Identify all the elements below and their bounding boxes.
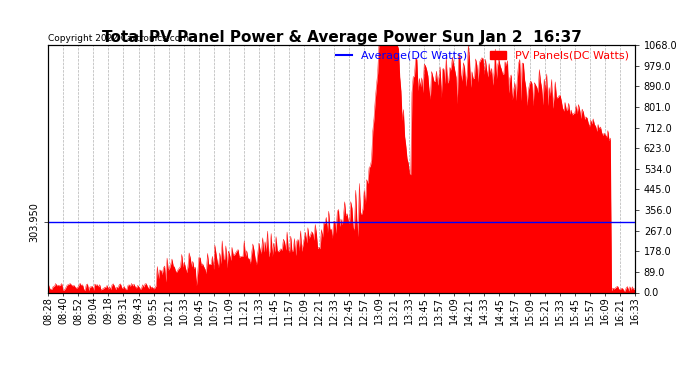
Title: Total PV Panel Power & Average Power Sun Jan 2  16:37: Total PV Panel Power & Average Power Sun… bbox=[101, 30, 582, 45]
Text: Copyright 2022 Cartronics.com: Copyright 2022 Cartronics.com bbox=[48, 33, 189, 42]
Legend: Average(DC Watts), PV Panels(DC Watts): Average(DC Watts), PV Panels(DC Watts) bbox=[331, 46, 633, 65]
